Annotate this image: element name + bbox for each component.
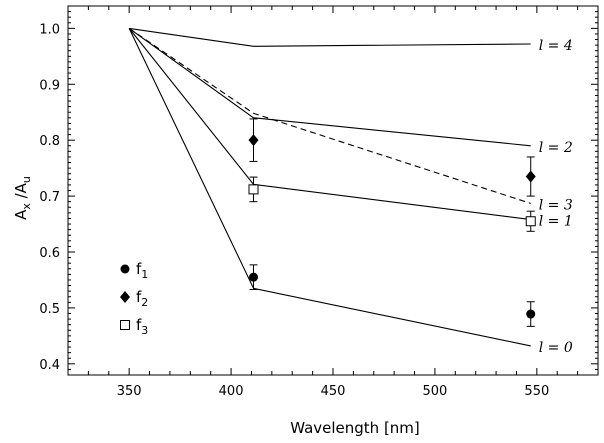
line-labels: l = 4 l = 2 l = 3l = 1 l = 0: [539, 38, 573, 356]
legend-marker-square: [120, 320, 130, 330]
x-axis-title: Wavelength [nm]: [290, 419, 420, 437]
y-tick-label: 0.4: [39, 358, 60, 373]
y-tick-label: 0.6: [39, 246, 60, 261]
legend-label: f3: [136, 316, 148, 337]
data-points: [248, 134, 536, 319]
point-f3: [525, 216, 536, 227]
point-f2: [248, 134, 259, 147]
point-f1: [249, 272, 258, 282]
point-f1: [526, 309, 536, 319]
x-tick-label: 400: [219, 384, 244, 399]
y-tick-label: 0.9: [39, 78, 60, 93]
line-label-l-3: l = 3: [539, 197, 573, 213]
x-tick-label: 500: [423, 384, 448, 399]
model-lines: [128, 27, 531, 347]
line-label-l-2: l = 2: [539, 140, 573, 156]
point-f2: [525, 170, 536, 183]
legend-label: f1: [136, 260, 148, 281]
error-bars: [249, 118, 535, 327]
x-tick-label: 550: [524, 384, 549, 399]
line-label-l-0: l = 0: [539, 340, 573, 356]
legend-marker-circle: [120, 264, 130, 274]
line-label-l-1: l = 1: [539, 214, 573, 230]
axis-ticks: 350 400 450 500 550 0.4 0.5 0.6 0.7 0.8 0.9 1.0: [39, 5, 599, 399]
line-l-3: [128, 27, 531, 204]
line-l-0: [128, 28, 531, 347]
x-tick-label: 350: [117, 384, 142, 399]
point-f3: [248, 184, 259, 195]
line-l-2: [128, 27, 531, 147]
y-axis-title: Ax /Au: [12, 176, 33, 220]
line-label-l-4: l = 4: [539, 38, 573, 54]
legend: f1 f2 f3: [120, 260, 148, 337]
line-l-1: [128, 28, 531, 221]
x-tick-label: 450: [321, 384, 346, 399]
legend-marker-diamond: [120, 291, 130, 303]
y-tick-label: 0.7: [39, 190, 60, 205]
line-l-4: [129, 27, 531, 47]
legend-label: f2: [136, 288, 148, 309]
y-tick-label: 0.5: [39, 302, 60, 317]
y-tick-label: 0.8: [39, 134, 60, 149]
plot-frame: [67, 5, 599, 376]
y-tick-label: 1.0: [39, 22, 60, 37]
